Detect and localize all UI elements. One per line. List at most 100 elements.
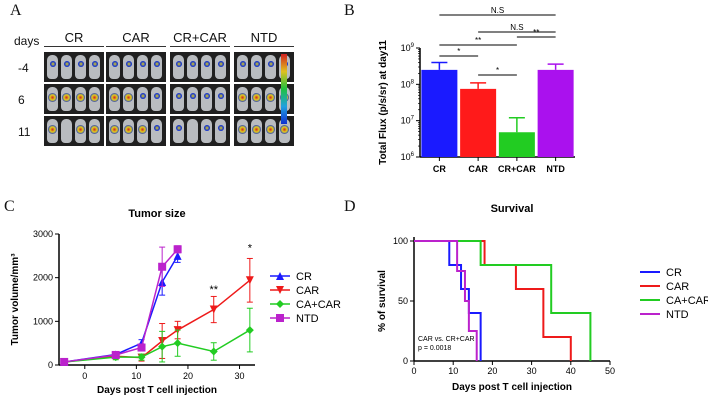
panel-d-letter: D <box>344 198 356 215</box>
x-axis-label: Days post T cell injection <box>97 385 217 396</box>
mouse-silhouette <box>75 119 86 143</box>
mouse-silhouette <box>265 119 276 143</box>
legend-label: CR <box>666 267 682 279</box>
y-tick-label: 108 <box>401 79 415 89</box>
imaging-panel <box>44 116 104 146</box>
bioluminescence-signal <box>266 125 275 134</box>
series-car <box>60 257 254 366</box>
mouse-silhouette <box>215 119 226 143</box>
x-tick-label: 10 <box>448 366 458 376</box>
stat-test-label: CAR vs. CR+CAR <box>418 336 475 343</box>
mouse-silhouette <box>201 87 212 111</box>
mouse-silhouette <box>151 119 162 143</box>
data-point <box>111 353 120 362</box>
data-point <box>60 357 69 366</box>
days-label: days <box>14 34 40 48</box>
imaging-panel <box>44 84 104 114</box>
bioluminescence-signal <box>252 125 261 134</box>
significance-label: ** <box>475 36 481 45</box>
y-tick-label: 2000 <box>33 273 53 283</box>
bioluminescence-signal <box>175 61 182 67</box>
data-point <box>158 262 167 271</box>
bioluminescence-signal <box>238 93 247 102</box>
bioluminescence-signal <box>48 93 57 102</box>
legend-label: CAR <box>296 285 319 297</box>
mouse-silhouette <box>187 119 198 143</box>
mouse-silhouette <box>251 87 262 111</box>
x-tick-label: 50 <box>605 366 615 376</box>
data-point <box>60 357 69 366</box>
data-point <box>245 326 254 335</box>
bioluminescence-signal <box>125 61 132 67</box>
imaging-panel <box>44 52 104 82</box>
imaging-panel <box>170 84 230 114</box>
x-tick-label: 20 <box>487 366 497 376</box>
group-header-cr: CR <box>44 30 104 47</box>
chart-title: Tumor size <box>128 208 185 220</box>
legend-marker <box>276 300 284 308</box>
mouse-silhouette <box>47 87 58 111</box>
mouse-silhouette <box>237 55 248 79</box>
bioluminescence-signal <box>76 125 85 134</box>
bioluminescence-signal <box>203 93 210 99</box>
bioluminescence-signal <box>175 93 182 99</box>
panel-c-letter: C <box>4 198 15 215</box>
bioluminescence-signal <box>138 125 147 134</box>
data-point <box>111 352 120 361</box>
bioluminescence-signal <box>49 61 56 67</box>
imaging-panel <box>106 84 166 114</box>
mouse-silhouette <box>215 87 226 111</box>
imaging-panel <box>170 52 230 82</box>
series-ntd <box>60 245 182 366</box>
bioluminescence-signal <box>189 93 196 99</box>
data-point <box>111 350 120 359</box>
mouse-silhouette <box>61 119 72 143</box>
bioluminescence-signal <box>91 61 98 67</box>
bioluminescence-signal <box>217 93 224 99</box>
bioluminescence-signal <box>124 125 133 134</box>
x-tick-label: 30 <box>235 371 245 381</box>
data-point <box>60 357 69 366</box>
bioluminescence-signal <box>111 61 118 67</box>
bioluminescence-signal <box>203 125 210 131</box>
mouse-silhouette <box>265 87 276 111</box>
mouse-silhouette <box>137 119 148 143</box>
y-tick-label-base: 10 <box>401 116 411 126</box>
bioluminescence-signal <box>62 93 71 102</box>
bioluminescence-signal <box>139 61 146 67</box>
data-point <box>137 339 146 348</box>
mouse-silhouette <box>47 55 58 79</box>
bioluminescence-signal <box>239 61 246 67</box>
mouse-silhouette <box>61 55 72 79</box>
mouse-silhouette <box>173 119 184 143</box>
data-point <box>173 339 182 348</box>
mouse-silhouette <box>137 55 148 79</box>
mouse-silhouette <box>187 55 198 79</box>
data-point <box>158 278 167 287</box>
bioluminescence-signal <box>153 93 160 99</box>
mouse-silhouette <box>187 87 198 111</box>
bioluminescence-signal <box>153 61 160 67</box>
mouse-silhouette <box>151 87 162 111</box>
data-point <box>209 305 218 314</box>
legend-label: CA+CAR <box>666 295 708 307</box>
group-header-car: CAR <box>106 30 166 47</box>
legend-label: NTD <box>666 309 689 321</box>
y-tick-label: 1000 <box>33 316 53 326</box>
y-tick-label-exponent: 8 <box>411 79 415 85</box>
significance-label: N.S <box>510 23 523 32</box>
bioluminescence-signal <box>217 125 224 131</box>
bioluminescence-signal <box>153 125 160 131</box>
y-axis-label: Total Flux (p/s/sr) at day11 <box>378 40 389 165</box>
data-point <box>137 353 146 362</box>
bioluminescence-signal <box>77 61 84 67</box>
bioluminescence-signal <box>90 125 99 134</box>
data-point <box>60 357 69 366</box>
significance-label: * <box>457 47 460 56</box>
mouse-silhouette <box>265 55 276 79</box>
day-label: 6 <box>18 93 25 107</box>
mouse-silhouette <box>251 119 262 143</box>
group-header-cr-plus-car: CR+CAR <box>170 30 230 47</box>
data-point <box>158 336 167 345</box>
imaging-panel <box>106 52 166 82</box>
